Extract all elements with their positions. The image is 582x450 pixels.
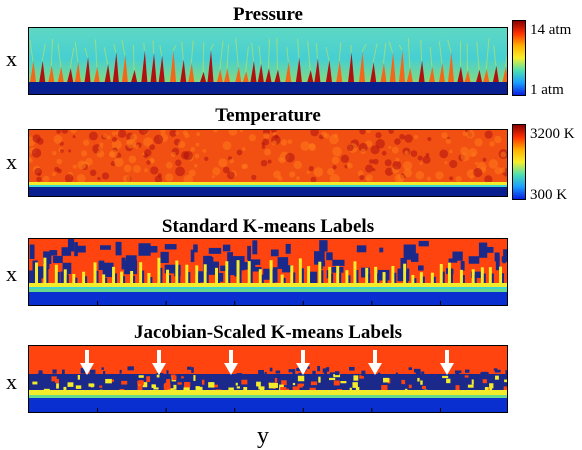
arrow-icon bbox=[368, 350, 382, 375]
pressure-wave-spikes bbox=[29, 38, 507, 82]
kmeans-cluster-speckle bbox=[32, 366, 507, 398]
temperature-colorbar-max: 3200 K bbox=[530, 126, 575, 142]
x-axis-label: x bbox=[6, 149, 17, 174]
temperature-field-plot bbox=[28, 129, 508, 197]
arrow-icon bbox=[152, 350, 166, 375]
panel-title-temperature: Temperature bbox=[215, 105, 321, 126]
standard-kmeans-label-plot bbox=[28, 238, 508, 306]
temperature-colorbar bbox=[512, 124, 526, 200]
x-axis-label: x bbox=[6, 369, 17, 394]
pressure-colorbar bbox=[512, 20, 526, 96]
jacobian-kmeans-label-plot bbox=[28, 345, 508, 413]
unburned-region bbox=[29, 82, 507, 94]
panel-title-pressure: Pressure bbox=[232, 4, 303, 25]
unburned-cluster bbox=[29, 292, 507, 305]
wave-location-arrows bbox=[80, 350, 454, 375]
x-axis-label: x bbox=[6, 261, 17, 286]
x-axis-label: x bbox=[6, 46, 17, 71]
pressure-colorbar-min: 1 atm bbox=[530, 82, 564, 98]
arrow-icon bbox=[296, 350, 310, 375]
arrow-icon bbox=[224, 350, 238, 375]
arrow-icon bbox=[440, 350, 454, 375]
kmeans-front-fingers bbox=[35, 257, 505, 283]
pressure-colorbar-max: 14 atm bbox=[530, 22, 572, 38]
y-axis-label: y bbox=[257, 423, 269, 449]
pressure-field-plot bbox=[28, 27, 508, 95]
temperature-structures bbox=[29, 130, 507, 185]
panel-title-standard-kmeans: Standard K-means Labels bbox=[161, 216, 375, 237]
unburned-cluster bbox=[29, 398, 507, 412]
temperature-colorbar-min: 300 K bbox=[530, 187, 568, 203]
arrow-icon bbox=[80, 350, 94, 375]
unburned-region bbox=[29, 187, 507, 196]
panel-title-jacobian-kmeans: Jacobian-Scaled K-means Labels bbox=[133, 322, 403, 343]
